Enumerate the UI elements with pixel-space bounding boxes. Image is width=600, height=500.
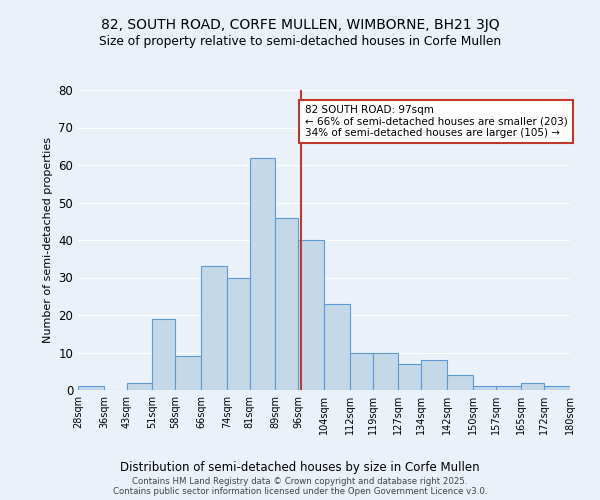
Bar [227,278,250,390]
Bar [78,386,104,390]
Bar [298,240,324,390]
Bar [350,352,373,390]
Text: Distribution of semi-detached houses by size in Corfe Mullen: Distribution of semi-detached houses by … [120,461,480,474]
Text: 82 SOUTH ROAD: 97sqm
← 66% of semi-detached houses are smaller (203)
34% of semi: 82 SOUTH ROAD: 97sqm ← 66% of semi-detac… [305,105,568,138]
Y-axis label: Number of semi-detached properties: Number of semi-detached properties [43,137,53,343]
Text: Contains HM Land Registry data © Crown copyright and database right 2025.
Contai: Contains HM Land Registry data © Crown c… [113,476,487,496]
Bar [473,386,496,390]
Bar [201,266,227,390]
Bar [324,304,350,390]
Bar [521,382,544,390]
Bar [544,386,570,390]
Bar [496,386,521,390]
Text: Size of property relative to semi-detached houses in Corfe Mullen: Size of property relative to semi-detach… [99,35,501,48]
Bar [398,364,421,390]
Bar [275,218,298,390]
Bar [373,352,398,390]
Bar [152,319,175,390]
Text: 82, SOUTH ROAD, CORFE MULLEN, WIMBORNE, BH21 3JQ: 82, SOUTH ROAD, CORFE MULLEN, WIMBORNE, … [101,18,499,32]
Bar [447,375,473,390]
Bar [250,158,275,390]
Bar [127,382,152,390]
Bar [421,360,447,390]
Bar [175,356,201,390]
